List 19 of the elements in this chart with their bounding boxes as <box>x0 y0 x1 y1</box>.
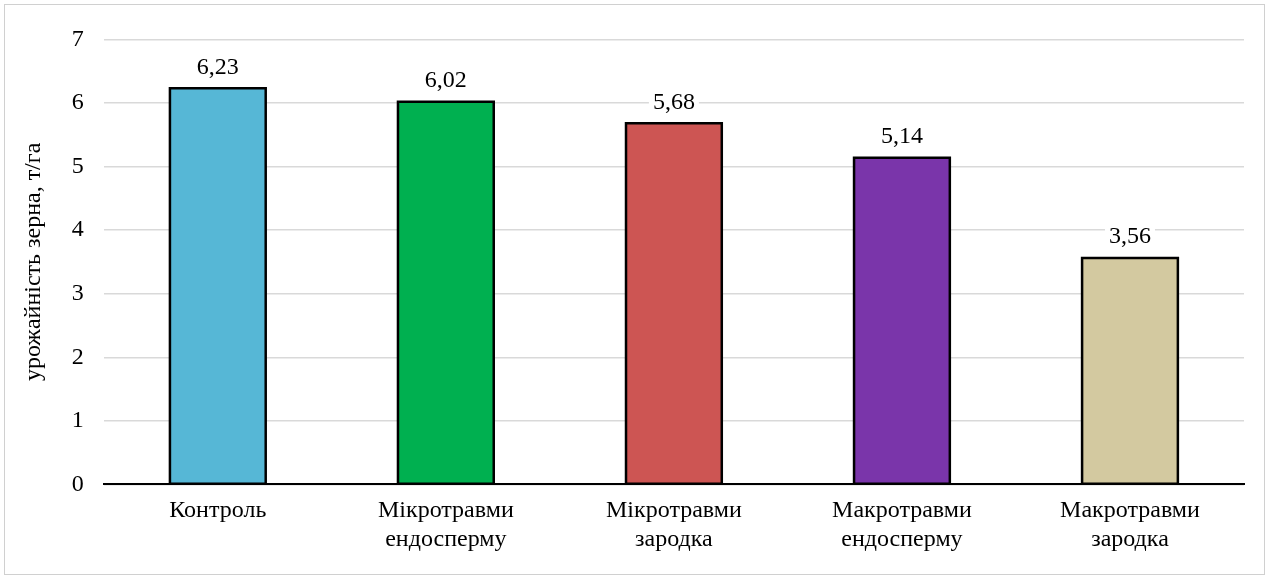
y-tick-label: 0 <box>71 469 84 496</box>
y-axis-title: урожайність зерна, т/га <box>18 142 45 382</box>
data-label: 6,23 <box>196 52 239 79</box>
x-tick-label: Макротравми зародка <box>1060 496 1200 551</box>
y-tick-label: 1 <box>71 406 84 433</box>
y-tick-label: 4 <box>71 215 84 242</box>
y-tick-label: 5 <box>71 151 84 178</box>
x-tick-label: Мікротравми ендосперму <box>377 496 514 551</box>
data-label: 6,02 <box>424 66 467 92</box>
x-tick-label: Макротравми ендосперму <box>832 496 972 551</box>
x-tick-label: Контроль <box>169 496 267 523</box>
data-label: 5,68 <box>652 87 695 114</box>
y-tick-label: 3 <box>71 278 84 305</box>
data-label: 3,56 <box>1108 222 1151 249</box>
x-tick-label: Мікротравми зародка <box>606 496 742 551</box>
y-tick-label: 2 <box>71 342 84 369</box>
y-tick-label: 6 <box>71 88 84 115</box>
data-label: 5,14 <box>880 121 923 148</box>
y-tick-label: 7 <box>71 24 84 51</box>
